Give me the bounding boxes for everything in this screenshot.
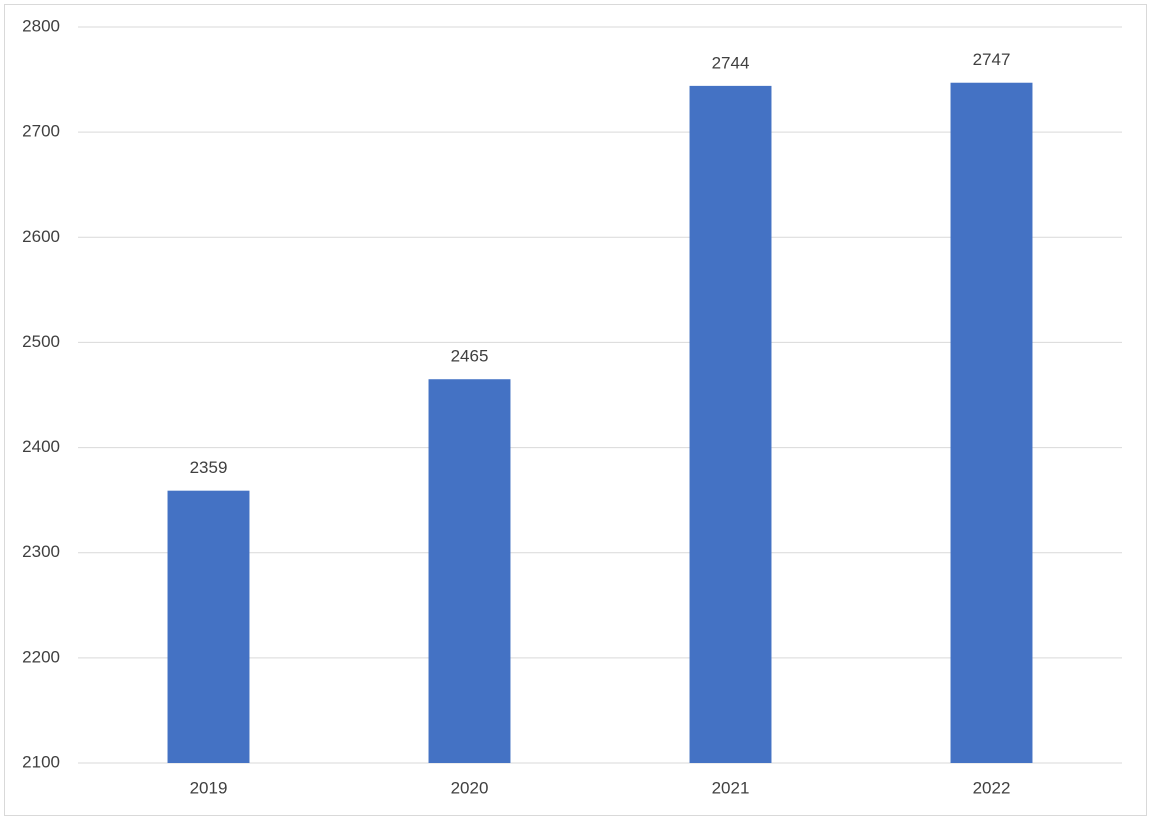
data-label: 2747 (973, 50, 1011, 69)
y-tick-label: 2400 (22, 437, 60, 456)
data-label: 2744 (712, 53, 750, 72)
y-tick-label: 2200 (22, 647, 60, 666)
x-tick-label: 2019 (190, 778, 228, 797)
y-tick-label: 2100 (22, 752, 60, 771)
y-tick-label: 2800 (22, 16, 60, 35)
y-tick-label: 2500 (22, 332, 60, 351)
y-tick-label: 2600 (22, 227, 60, 246)
data-label: 2465 (451, 347, 489, 366)
y-tick-label: 2300 (22, 542, 60, 561)
bar (167, 490, 250, 763)
x-tick-label: 2021 (712, 778, 750, 797)
bar (428, 379, 511, 763)
x-tick-label: 2022 (973, 778, 1011, 797)
bar (950, 82, 1033, 764)
bar (689, 85, 772, 763)
x-tick-label: 2020 (451, 778, 489, 797)
data-label: 2359 (190, 458, 228, 477)
y-tick-label: 2700 (22, 122, 60, 141)
